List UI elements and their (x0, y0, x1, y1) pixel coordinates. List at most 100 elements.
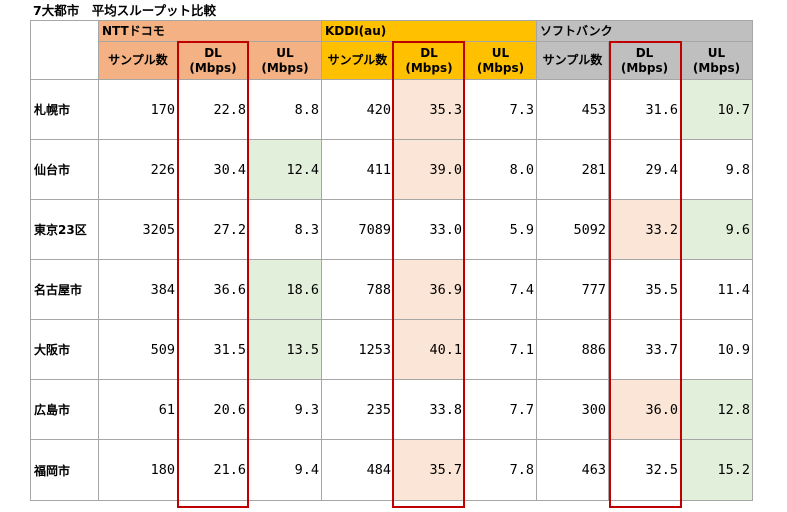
city-cell: 大阪市 (30, 319, 99, 380)
header-ul-label: UL (276, 45, 294, 60)
carrier-header-au: KDDI(au) (321, 20, 537, 42)
header-dl-label: DL (420, 45, 438, 60)
header-samples: サンプル数 (536, 41, 609, 80)
softbank-ul-cell: 15.2 (680, 439, 753, 501)
au-samples-cell: 7089 (321, 199, 394, 260)
softbank-samples-cell: 281 (536, 139, 609, 200)
softbank-samples-cell: 463 (536, 439, 609, 501)
docomo-dl-cell: 22.8 (177, 79, 249, 140)
docomo-samples-cell: 61 (98, 379, 178, 440)
docomo-dl-cell: 21.6 (177, 439, 249, 501)
header-samples: サンプル数 (321, 41, 394, 80)
au-dl-cell: 39.0 (393, 139, 465, 200)
docomo-samples-cell: 170 (98, 79, 178, 140)
softbank-samples-cell: 777 (536, 259, 609, 320)
header-dl-unit: (Mbps) (189, 60, 237, 75)
docomo-samples-cell: 180 (98, 439, 178, 501)
softbank-samples-cell: 300 (536, 379, 609, 440)
au-samples-cell: 411 (321, 139, 394, 200)
softbank-ul-cell: 9.8 (680, 139, 753, 200)
au-samples-cell: 235 (321, 379, 394, 440)
header-ul: UL (Mbps) (248, 41, 322, 80)
au-ul-cell: 8.0 (464, 139, 537, 200)
corner-cell (30, 20, 99, 80)
header-ul: UL (Mbps) (680, 41, 753, 80)
docomo-ul-cell: 18.6 (248, 259, 322, 320)
au-ul-cell: 5.9 (464, 199, 537, 260)
softbank-samples-cell: 5092 (536, 199, 609, 260)
table-row: 札幌市 170 22.8 8.8 420 35.3 7.3 453 31.6 1… (30, 79, 753, 140)
docomo-samples-cell: 226 (98, 139, 178, 200)
docomo-dl-cell: 20.6 (177, 379, 249, 440)
softbank-dl-cell: 35.5 (608, 259, 681, 320)
docomo-dl-cell: 36.6 (177, 259, 249, 320)
docomo-ul-cell: 13.5 (248, 319, 322, 380)
column-header-row: サンプル数 DL (Mbps) UL (Mbps) サンプル数 DL (Mbps) U… (31, 41, 753, 80)
header-ul-label: UL (491, 45, 510, 60)
header-dl-label: DL (635, 45, 654, 60)
softbank-ul-cell: 9.6 (680, 199, 753, 260)
au-samples-cell: 1253 (321, 319, 394, 380)
au-ul-cell: 7.8 (464, 439, 537, 501)
throughput-table: NTTドコモ KDDI(au) ソフトバンク サンプル数 DL (Mbps) UL… (30, 20, 753, 501)
docomo-ul-cell: 8.8 (248, 79, 322, 140)
softbank-dl-cell: 29.4 (608, 139, 681, 200)
carrier-header-row: NTTドコモ KDDI(au) ソフトバンク (30, 20, 753, 80)
au-dl-cell: 35.7 (393, 439, 465, 501)
header-dl-unit: (Mbps) (620, 60, 669, 75)
header-dl-unit: (Mbps) (405, 60, 453, 75)
au-dl-cell: 33.8 (393, 379, 465, 440)
header-dl: DL (Mbps) (393, 41, 465, 80)
city-cell: 仙台市 (30, 139, 99, 200)
softbank-dl-cell: 33.7 (608, 319, 681, 380)
table-row: 広島市 61 20.6 9.3 235 33.8 7.7 300 36.0 12… (30, 379, 753, 440)
table-row: 東京23区 3205 27.2 8.3 7089 33.0 5.9 5092 3… (30, 199, 753, 260)
docomo-ul-cell: 12.4 (248, 139, 322, 200)
header-dl: DL (Mbps) (608, 41, 681, 80)
city-cell: 札幌市 (30, 79, 99, 140)
table-row: 大阪市 509 31.5 13.5 1253 40.1 7.1 886 33.7… (30, 319, 753, 380)
softbank-samples-cell: 453 (536, 79, 609, 140)
softbank-dl-cell: 32.5 (608, 439, 681, 501)
docomo-samples-cell: 509 (98, 319, 178, 380)
city-cell: 東京23区 (30, 199, 99, 260)
au-samples-cell: 420 (321, 79, 394, 140)
header-samples: サンプル数 (98, 41, 178, 80)
au-dl-cell: 35.3 (393, 79, 465, 140)
docomo-dl-cell: 27.2 (177, 199, 249, 260)
table-row: 仙台市 226 30.4 12.4 411 39.0 8.0 281 29.4 … (30, 139, 753, 200)
au-ul-cell: 7.4 (464, 259, 537, 320)
header-ul-unit: (Mbps) (692, 60, 741, 75)
header-dl: DL (Mbps) (177, 41, 249, 80)
header-ul-unit: (Mbps) (261, 60, 309, 75)
softbank-ul-cell: 11.4 (680, 259, 753, 320)
au-dl-cell: 33.0 (393, 199, 465, 260)
docomo-dl-cell: 31.5 (177, 319, 249, 380)
header-ul-label: UL (707, 45, 726, 60)
docomo-samples-cell: 384 (98, 259, 178, 320)
table-row: 名古屋市 384 36.6 18.6 788 36.9 7.4 777 35.5… (30, 259, 753, 320)
au-ul-cell: 7.1 (464, 319, 537, 380)
carrier-header-softbank: ソフトバンク (536, 20, 753, 42)
header-dl-label: DL (204, 45, 222, 60)
docomo-ul-cell: 8.3 (248, 199, 322, 260)
softbank-dl-cell: 31.6 (608, 79, 681, 140)
header-ul: UL (Mbps) (464, 41, 537, 80)
au-dl-cell: 36.9 (393, 259, 465, 320)
carrier-header-docomo: NTTドコモ (98, 20, 322, 42)
softbank-samples-cell: 886 (536, 319, 609, 380)
docomo-ul-cell: 9.3 (248, 379, 322, 440)
city-cell: 名古屋市 (30, 259, 99, 320)
softbank-ul-cell: 10.7 (680, 79, 753, 140)
softbank-ul-cell: 12.8 (680, 379, 753, 440)
docomo-dl-cell: 30.4 (177, 139, 249, 200)
docomo-ul-cell: 9.4 (248, 439, 322, 501)
page-title: 7大都市 平均スループット比較 (33, 3, 216, 18)
softbank-ul-cell: 10.9 (680, 319, 753, 380)
softbank-dl-cell: 36.0 (608, 379, 681, 440)
city-cell: 福岡市 (30, 439, 99, 501)
city-cell: 広島市 (30, 379, 99, 440)
au-samples-cell: 788 (321, 259, 394, 320)
au-dl-cell: 40.1 (393, 319, 465, 380)
table-row: 福岡市 180 21.6 9.4 484 35.7 7.8 463 32.5 1… (30, 439, 753, 501)
